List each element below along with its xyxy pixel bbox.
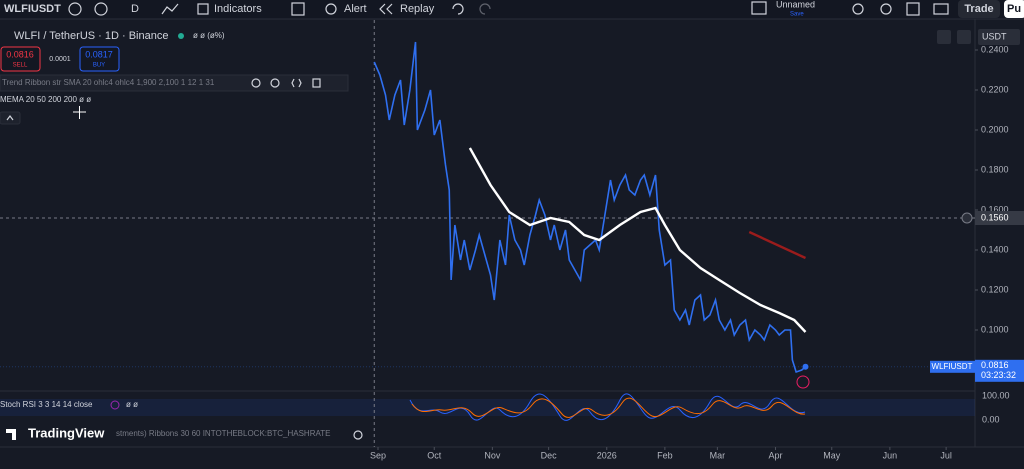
x-tick-label: Oct xyxy=(427,450,442,460)
x-tick-label: May xyxy=(823,450,841,460)
indicator-row[interactable] xyxy=(0,74,349,92)
indicator-settings[interactable] xyxy=(270,78,280,88)
y-tick-label: 0.1200 xyxy=(981,284,1009,294)
symbol-tag: WLFIUSDT xyxy=(932,362,973,371)
buy-price[interactable]: 0.0817 xyxy=(85,49,113,59)
trade-button-bg[interactable] xyxy=(958,0,1000,18)
last-price-label: 0.0816 xyxy=(981,360,1009,370)
indicator-eye[interactable] xyxy=(251,78,261,88)
symbol-button[interactable]: WLFIUSDT xyxy=(4,3,61,15)
x-tick-label: 2026 xyxy=(597,450,617,460)
buy-label[interactable]: BUY xyxy=(93,63,105,69)
spread: 0.0001 xyxy=(49,56,71,63)
x-tick-label: Apr xyxy=(768,450,782,460)
price-chart: 0.2400 0.2200 0.2000 0.1800 0.1600 0.1400 0.12… xyxy=(0,20,1024,460)
indicators-button[interactable]: Indicators xyxy=(214,3,262,15)
fullscreen[interactable] xyxy=(906,2,920,16)
layout-name[interactable]: Unnamed xyxy=(776,0,815,9)
add-symbol[interactable] xyxy=(94,2,108,16)
stoch-title[interactable]: Stoch RSI 3 3 14 14 close xyxy=(0,400,93,409)
alert-marker[interactable] xyxy=(796,375,810,389)
last-point xyxy=(802,363,809,370)
collapse-icon[interactable] xyxy=(6,115,14,121)
crosshair-plus xyxy=(961,212,973,224)
stoch-values: ø ø xyxy=(126,400,138,409)
x-tick-label: Jul xyxy=(940,450,952,460)
brand-logo xyxy=(6,429,16,440)
stoch-lower: 0.00 xyxy=(982,414,1000,424)
snapshot[interactable] xyxy=(933,3,949,15)
stoch-d xyxy=(411,397,806,418)
x-tick-label: Mar xyxy=(710,450,726,460)
stoch-k xyxy=(409,393,806,421)
x-tick-label: Nov xyxy=(484,450,501,460)
publish-button-bg[interactable] xyxy=(1004,0,1024,18)
countdown: 03:23:32 xyxy=(981,370,1016,380)
ribbon-eye[interactable] xyxy=(353,430,363,440)
last-price-bg xyxy=(975,359,1024,382)
market-status xyxy=(178,33,184,39)
alert-icon[interactable] xyxy=(325,3,337,15)
templates[interactable] xyxy=(291,2,305,16)
indicator-2[interactable]: MEMA 20 50 200 200 ø ø xyxy=(0,95,91,104)
chart-type[interactable] xyxy=(161,3,179,15)
y-tick-label: 0.1600 xyxy=(981,204,1009,214)
legend-ohlc: ø ø (ø%) xyxy=(193,31,225,40)
y-tick-label: 0.2200 xyxy=(981,84,1009,94)
stoch-icon[interactable] xyxy=(110,400,120,410)
alert-button[interactable]: Alert xyxy=(344,3,367,15)
quick-search[interactable] xyxy=(852,3,864,15)
y-tick-label: 0.1000 xyxy=(981,324,1009,334)
stoch-upper: 100.00 xyxy=(982,390,1010,400)
x-tick-label: Feb xyxy=(657,450,673,460)
stoch-band xyxy=(0,399,975,416)
collapse-button[interactable] xyxy=(0,111,21,125)
currency-select-bg[interactable] xyxy=(978,29,1020,45)
toolbar xyxy=(0,0,1024,19)
scroll-button[interactable] xyxy=(937,30,951,44)
trade-button[interactable]: Trade xyxy=(964,3,993,15)
price-line xyxy=(373,41,807,374)
replay-icon[interactable] xyxy=(379,3,393,15)
crosshair-label: 0.1560 xyxy=(981,212,1009,222)
sell-box[interactable] xyxy=(0,46,41,72)
legend-title: WLFI / TetherUS · 1D · Binance xyxy=(14,30,168,42)
crosshair-label-bg xyxy=(975,211,1024,225)
x-tick-label: Dec xyxy=(541,450,558,460)
symbol-icon[interactable] xyxy=(68,2,82,16)
redo[interactable] xyxy=(479,3,491,15)
indicator-1[interactable]: Trend Ribbon str SMA 20 ohlc4 ohlc4 1,90… xyxy=(2,78,215,87)
undo[interactable] xyxy=(452,3,464,15)
buy-box[interactable] xyxy=(79,46,120,72)
indicator-delete[interactable] xyxy=(312,78,321,88)
y-tick-label: 0.1800 xyxy=(981,164,1009,174)
indicator-source[interactable] xyxy=(291,78,302,88)
interval-button[interactable]: D xyxy=(131,3,139,15)
reset-button[interactable] xyxy=(957,30,971,44)
sell-price[interactable]: 0.0816 xyxy=(6,49,34,59)
price-line xyxy=(748,230,807,260)
brand: TradingView xyxy=(28,425,105,440)
save-button[interactable]: Save xyxy=(790,12,804,18)
replay-button[interactable]: Replay xyxy=(400,3,435,15)
publish-button[interactable]: Pu xyxy=(1007,3,1021,15)
x-tick-label: Jun xyxy=(883,450,898,460)
indicators-icon[interactable] xyxy=(197,3,209,15)
layout-icon[interactable] xyxy=(751,1,767,15)
y-tick-label: 0.2400 xyxy=(981,44,1009,54)
settings[interactable] xyxy=(880,3,892,15)
currency-select[interactable]: USDT xyxy=(982,31,1007,41)
symbol-tag-bg xyxy=(930,360,975,373)
price-line xyxy=(468,147,807,333)
cursor xyxy=(73,106,86,119)
sell-label[interactable]: SELL xyxy=(13,63,28,69)
y-tick-label: 0.2000 xyxy=(981,124,1009,134)
ribbon-indicator[interactable]: stments) Ribbons 30 60 INTOTHEBLOCK:BTC_… xyxy=(116,429,330,438)
y-tick-label: 0.1400 xyxy=(981,244,1009,254)
x-tick-label: Sep xyxy=(370,450,386,460)
